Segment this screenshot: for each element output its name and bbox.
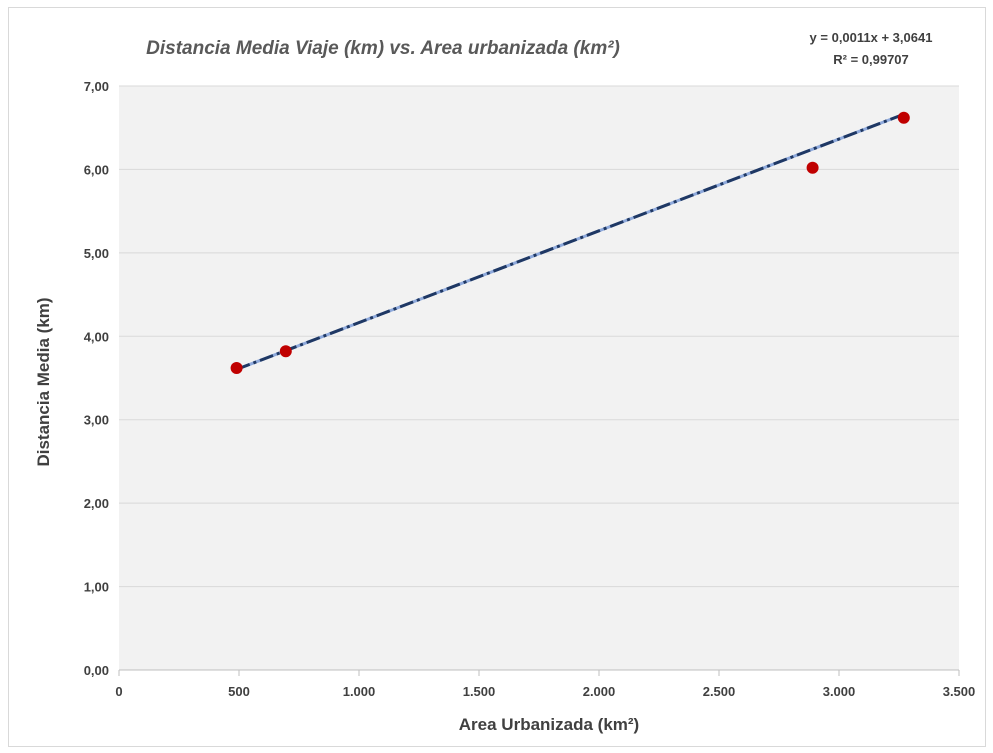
- x-tick-label: 3.500: [943, 684, 976, 699]
- y-tick-label: 1,00: [84, 580, 109, 595]
- x-tick-label: 500: [228, 684, 250, 699]
- y-tick-label: 2,00: [84, 496, 109, 511]
- trendline: [236, 112, 905, 371]
- data-point: [230, 361, 243, 374]
- x-tick-label: 1.500: [463, 684, 496, 699]
- y-tick-label: 0,00: [84, 663, 109, 678]
- x-tick-label: 2.000: [583, 684, 616, 699]
- y-tick-label: 4,00: [84, 329, 109, 344]
- x-tick-label: 0: [115, 684, 122, 699]
- y-tick-label: 5,00: [84, 246, 109, 261]
- y-tick-label: 3,00: [84, 413, 109, 428]
- x-tick-label: 1.000: [343, 684, 376, 699]
- x-tick-label: 3.000: [823, 684, 856, 699]
- data-point: [897, 111, 910, 124]
- y-tick-label: 7,00: [84, 79, 109, 94]
- y-axis-title: Distancia Media (km): [34, 297, 53, 466]
- y-tick-label: 6,00: [84, 162, 109, 177]
- trendline-r2: R² = 0,99707: [833, 52, 909, 67]
- chart-title: Distancia Media Viaje (km) vs. Area urba…: [146, 38, 620, 59]
- data-point: [279, 345, 292, 358]
- scatter-chart: 0,00 1,00 2,00 3,00 4,00 5,00 6,00 7,00 0 500 1.00…: [34, 30, 976, 734]
- data-point: [806, 161, 819, 174]
- trendline-equation: y = 0,0011x + 3,0641: [810, 30, 933, 45]
- chart-frame: 0,00 1,00 2,00 3,00 4,00 5,00 6,00 7,00 0 500 1.00…: [8, 7, 986, 747]
- x-tick-label: 2.500: [703, 684, 736, 699]
- plot-area: [119, 86, 959, 670]
- x-axis-title: Area Urbanizada (km²): [459, 715, 639, 734]
